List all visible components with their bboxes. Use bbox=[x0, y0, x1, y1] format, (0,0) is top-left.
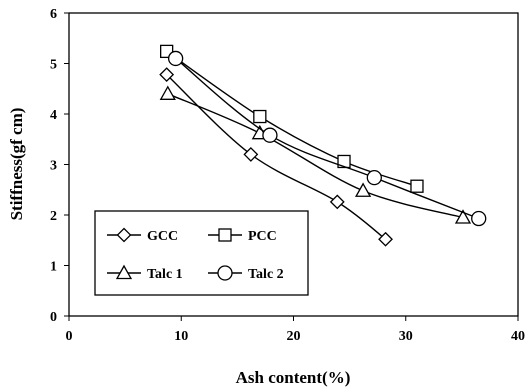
x-tick-label: 10 bbox=[174, 329, 188, 344]
series-talc-2 bbox=[167, 50, 487, 227]
legend-label: Talc 2 bbox=[248, 267, 284, 282]
y-tick-label: 3 bbox=[50, 159, 57, 174]
triangle-marker bbox=[354, 182, 372, 197]
circle-marker bbox=[262, 127, 278, 143]
x-axis-title: Ash content(%) bbox=[236, 368, 351, 387]
series-layer bbox=[159, 44, 487, 247]
legend-box bbox=[94, 210, 309, 296]
square-marker bbox=[337, 154, 351, 169]
diamond-marker bbox=[329, 194, 345, 210]
triangle-marker bbox=[115, 264, 133, 280]
y-tick-label: 1 bbox=[50, 260, 57, 275]
circle-marker bbox=[167, 50, 184, 67]
square-marker bbox=[253, 109, 267, 124]
x-tick-label: 0 bbox=[66, 329, 73, 344]
series-line bbox=[166, 50, 418, 187]
diamond-marker bbox=[159, 67, 175, 83]
series-line bbox=[167, 93, 464, 219]
y-tick-label: 2 bbox=[50, 209, 57, 224]
triangle-marker bbox=[159, 85, 176, 100]
legend-item: Talc 1 bbox=[107, 264, 183, 282]
square-marker bbox=[218, 228, 232, 242]
legend-item: PCC bbox=[208, 228, 277, 244]
y-tick-label: 4 bbox=[50, 108, 57, 123]
square-marker bbox=[410, 179, 424, 193]
legend-item: GCC bbox=[107, 227, 178, 244]
legend-label: GCC bbox=[147, 229, 178, 244]
axes: 0 10 20 30 40 0 1 2 3 4 5 6 bbox=[50, 7, 525, 344]
y-tick-label: 0 bbox=[50, 310, 57, 325]
legend-item: Talc 2 bbox=[208, 265, 284, 282]
x-tick-label: 30 bbox=[399, 329, 413, 344]
series-pcc bbox=[160, 44, 424, 193]
series-line bbox=[175, 57, 479, 220]
y-tick-label: 5 bbox=[50, 58, 57, 73]
legend: GCC PCC Talc 1 Talc 2 bbox=[94, 210, 309, 296]
diamond-marker bbox=[378, 231, 393, 247]
series-talc-1 bbox=[159, 85, 472, 224]
x-tick-label: 40 bbox=[511, 329, 525, 344]
legend-label: Talc 1 bbox=[147, 267, 183, 282]
y-axis-title: Stiffness(gf cm) bbox=[7, 108, 26, 221]
legend-label: PCC bbox=[248, 229, 277, 244]
x-tick-label: 20 bbox=[287, 329, 301, 344]
circle-marker bbox=[217, 265, 233, 281]
diamond-marker bbox=[116, 227, 132, 243]
y-tick-label: 6 bbox=[50, 7, 57, 22]
triangle-marker bbox=[454, 209, 472, 224]
diamond-marker bbox=[243, 146, 259, 162]
circle-marker bbox=[471, 210, 487, 227]
circle-marker bbox=[366, 169, 382, 186]
